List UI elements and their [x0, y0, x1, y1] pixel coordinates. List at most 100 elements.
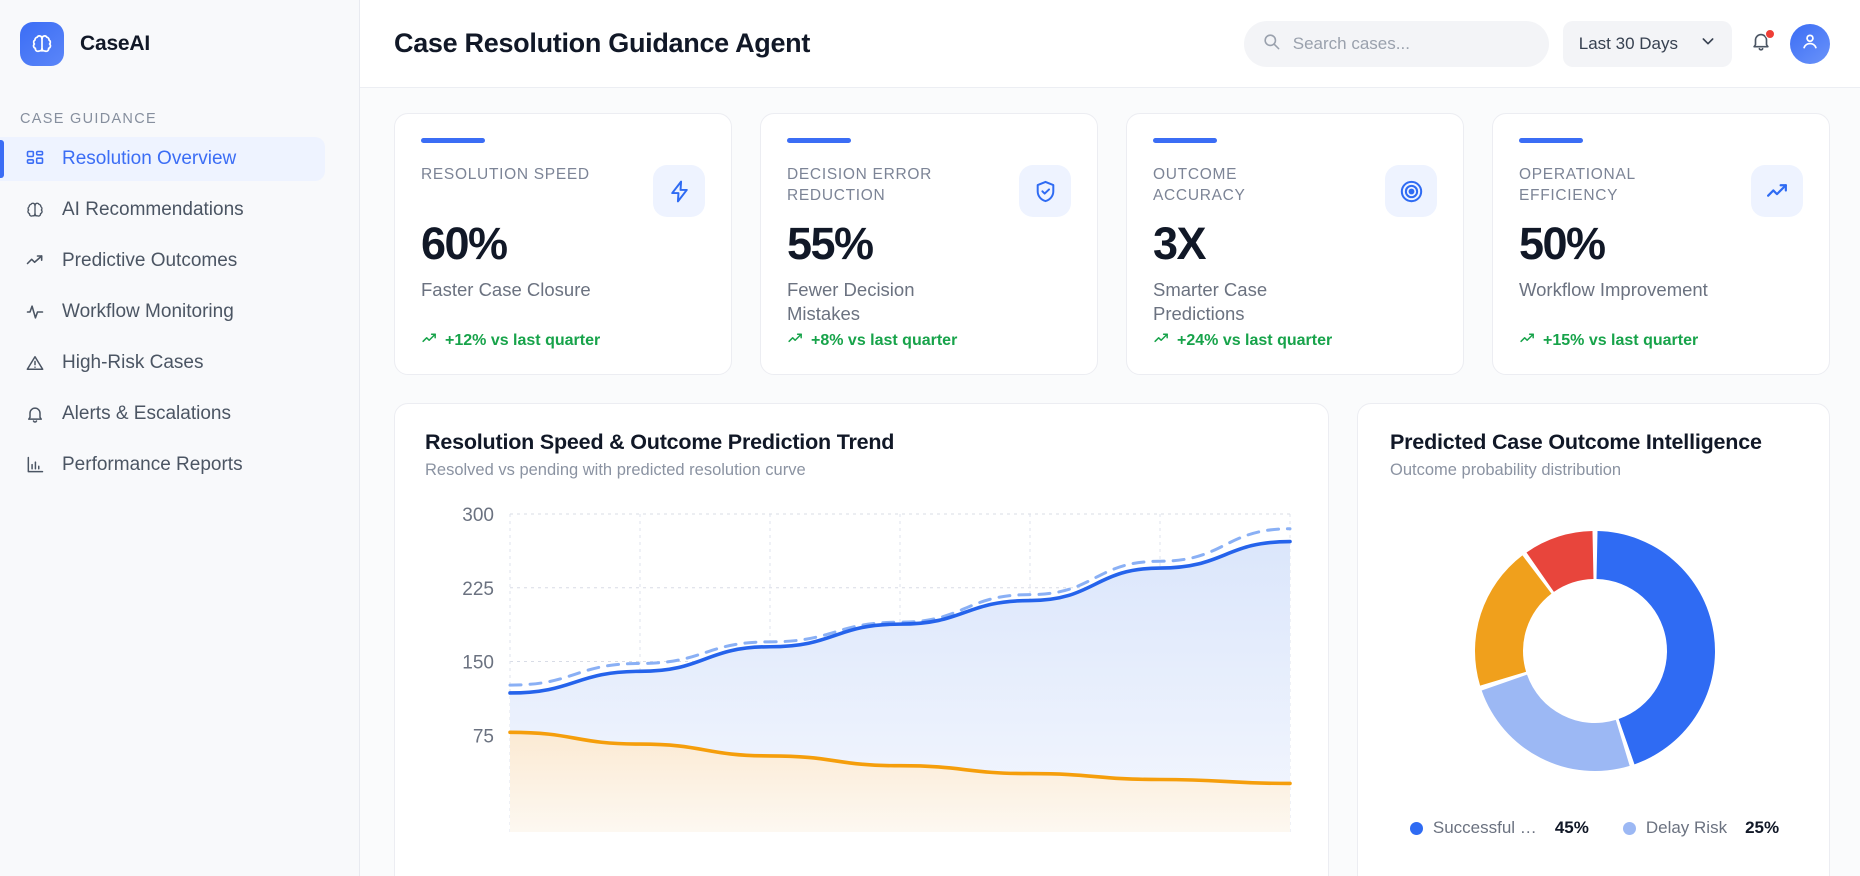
svg-text:225: 225 — [462, 579, 494, 600]
sidebar-item-label: Performance Reports — [62, 454, 243, 475]
sidebar-item-ai-recommendations[interactable]: AI Recommendations — [0, 188, 325, 232]
donut-legend: Successful … 45% Delay Risk 25% — [1409, 818, 1780, 838]
svg-text:75: 75 — [473, 726, 494, 747]
sidebar-item-workflow-monitoring[interactable]: Workflow Monitoring — [0, 290, 325, 334]
trending-up-icon — [1153, 330, 1170, 352]
sidebar-item-label: High-Risk Cases — [62, 352, 204, 373]
notifications-button[interactable] — [1746, 28, 1776, 59]
kpi-subtitle: Faster Case Closure — [421, 278, 591, 300]
donut-chart-title: Predicted Case Outcome Intelligence — [1390, 430, 1762, 454]
kpi-delta: +12% vs last quarter — [421, 330, 600, 352]
sidebar-item-label: Resolution Overview — [62, 148, 237, 169]
kpi-card-row: RESOLUTION SPEED 60% Faster Case Closure — [394, 113, 1830, 375]
svg-text:300: 300 — [462, 505, 494, 526]
sidebar-item-label: Predictive Outcomes — [62, 250, 238, 271]
svg-text:150: 150 — [462, 653, 494, 674]
page-title: Case Resolution Guidance Agent — [394, 28, 811, 58]
kpi-label: OPERATIONAL EFFICIENCY — [1519, 166, 1636, 204]
user-avatar[interactable] — [1790, 23, 1830, 64]
line-chart-canvas[interactable]: 75 150 225 300 — [425, 502, 1298, 837]
legend-value: 25% — [1745, 818, 1780, 837]
trending-up-icon — [24, 250, 46, 272]
kpi-card-resolution-speed[interactable]: RESOLUTION SPEED 60% Faster Case Closure — [394, 113, 732, 375]
kpi-value: 50% — [1519, 218, 1606, 269]
warning-triangle-icon — [24, 352, 46, 374]
sidebar-item-resolution-overview[interactable]: Resolution Overview — [0, 137, 325, 181]
search-icon — [1262, 32, 1281, 56]
legend-label: Successful … — [1432, 818, 1537, 837]
sidebar: CaseAI CASE GUIDANCE Resolution Overview — [0, 0, 360, 876]
top-bar-actions: Last 30 Days — [1243, 20, 1830, 67]
notification-badge — [1765, 28, 1775, 39]
donut-chart-panel: Predicted Case Outcome Intelligence Outc… — [1357, 403, 1830, 876]
kpi-delta-text: +8% vs last quarter — [811, 332, 958, 349]
dashboard-grid-icon — [24, 148, 46, 170]
legend-color-dot — [1622, 821, 1636, 835]
kpi-card-outcome-accuracy[interactable]: OUTCOME ACCURACY 3X Smarter Case Predict… — [1126, 113, 1464, 375]
kpi-delta-text: +24% vs last quarter — [1177, 332, 1333, 349]
legend-value: 45% — [1554, 818, 1589, 837]
bell-icon — [1750, 30, 1772, 57]
main-area: Case Resolution Guidance Agent Last 30 D… — [360, 0, 1860, 876]
lightning-bolt-icon — [653, 165, 705, 217]
target-icon — [1385, 165, 1437, 217]
line-chart-title: Resolution Speed & Outcome Prediction Tr… — [425, 430, 895, 454]
kpi-label: RESOLUTION SPEED — [421, 166, 590, 183]
donut-segment[interactable] — [1474, 555, 1551, 686]
kpi-delta-text: +12% vs last quarter — [445, 332, 601, 349]
trending-up-icon — [421, 330, 438, 352]
sidebar-item-performance-reports[interactable]: Performance Reports — [0, 443, 325, 487]
brand: CaseAI — [0, 0, 359, 66]
kpi-value: 55% — [787, 218, 874, 269]
donut-segment[interactable] — [1481, 674, 1630, 771]
sidebar-section-label: CASE GUIDANCE — [20, 111, 157, 127]
kpi-card-operational-efficiency[interactable]: OPERATIONAL EFFICIENCY 50% Workflow Impr… — [1492, 113, 1830, 375]
kpi-label: DECISION ERROR REDUCTION — [787, 166, 933, 204]
trending-up-icon — [1519, 330, 1536, 352]
donut-chart-subtitle: Outcome probability distribution — [1390, 461, 1622, 479]
sidebar-item-label: AI Recommendations — [62, 199, 244, 220]
donut-segment[interactable] — [1596, 531, 1715, 765]
top-bar: Case Resolution Guidance Agent Last 30 D… — [360, 0, 1860, 88]
kpi-accent-bar — [787, 138, 851, 143]
search-input-wrapper[interactable] — [1243, 20, 1549, 67]
kpi-label: OUTCOME ACCURACY — [1153, 166, 1246, 204]
kpi-accent-bar — [1519, 138, 1583, 143]
sidebar-item-label: Workflow Monitoring — [62, 301, 234, 322]
kpi-accent-bar — [421, 138, 485, 143]
donut-segment[interactable] — [1526, 531, 1593, 592]
content-scroll-area: RESOLUTION SPEED 60% Faster Case Closure — [360, 88, 1860, 876]
kpi-value: 3X — [1153, 218, 1207, 269]
chart-row: Resolution Speed & Outcome Prediction Tr… — [394, 403, 1830, 876]
sidebar-nav: Resolution Overview AI Recommendations — [0, 137, 359, 487]
kpi-delta-text: +15% vs last quarter — [1543, 332, 1699, 349]
bar-chart-icon — [24, 454, 46, 476]
kpi-card-decision-error-reduction[interactable]: DECISION ERROR REDUCTION 55% Fewer Decis… — [760, 113, 1098, 375]
kpi-value: 60% — [421, 218, 508, 269]
kpi-subtitle: Workflow Improvement — [1519, 278, 1708, 300]
line-chart-panel: Resolution Speed & Outcome Prediction Tr… — [394, 403, 1329, 876]
brain-icon — [20, 22, 64, 66]
chevron-down-icon — [1700, 33, 1716, 54]
sidebar-item-predictive-outcomes[interactable]: Predictive Outcomes — [0, 239, 325, 283]
donut-chart-canvas[interactable]: Successful … 45% Delay Risk 25% — [1390, 506, 1799, 838]
search-input[interactable] — [1292, 33, 1531, 54]
legend-label: Delay Risk — [1645, 818, 1728, 837]
legend-color-dot — [1409, 821, 1423, 835]
line-chart-subtitle: Resolved vs pending with predicted resol… — [425, 461, 806, 479]
kpi-subtitle: Smarter Case Predictions — [1153, 278, 1268, 324]
sidebar-item-alerts-escalations[interactable]: Alerts & Escalations — [0, 392, 325, 436]
user-avatar-icon — [1799, 30, 1821, 57]
kpi-accent-bar — [1153, 138, 1217, 143]
date-range-value: Last 30 Days — [1578, 33, 1678, 53]
sidebar-item-high-risk-cases[interactable]: High-Risk Cases — [0, 341, 325, 385]
trending-up-icon — [787, 330, 804, 352]
date-range-select[interactable]: Last 30 Days — [1562, 20, 1732, 67]
sidebar-item-label: Alerts & Escalations — [62, 403, 231, 424]
shield-check-icon — [1019, 165, 1071, 217]
activity-pulse-icon — [24, 301, 46, 323]
kpi-delta: +24% vs last quarter — [1153, 330, 1332, 352]
kpi-delta: +8% vs last quarter — [787, 330, 957, 352]
kpi-delta: +15% vs last quarter — [1519, 330, 1698, 352]
